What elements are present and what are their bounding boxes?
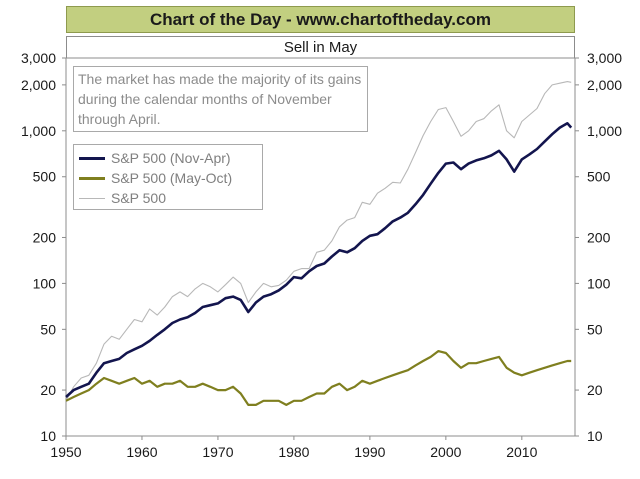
- y-tick-label-right: 20: [587, 382, 603, 398]
- y-tick-label-left: 100: [33, 275, 57, 291]
- y-tick-label-right: 1,000: [587, 123, 622, 139]
- annotation-text: The market has made the majority of its …: [78, 71, 362, 127]
- y-tick-label-right: 3,000: [587, 50, 622, 66]
- legend-item: S&P 500: [79, 188, 257, 208]
- legend-item: S&P 500 (Nov-Apr): [79, 148, 257, 168]
- legend-swatch-sp500: [79, 197, 105, 199]
- legend-swatch-nov-apr: [79, 156, 105, 160]
- y-tick-label-left: 50: [40, 321, 56, 337]
- x-tick-label: 2010: [506, 444, 537, 460]
- legend-swatch-may-oct: [79, 176, 105, 180]
- x-tick-label: 1960: [126, 444, 157, 460]
- series-line-may-oct: [65, 350, 572, 406]
- y-tick-label-left: 500: [33, 169, 57, 185]
- series-group: [65, 81, 573, 406]
- axes-group: 10 10 20 20 50 50 100 100 200 200 500 500 1,000 1,000…: [21, 50, 622, 460]
- x-tick-label: 2000: [430, 444, 461, 460]
- x-tick-label: 1950: [50, 444, 81, 460]
- legend-label: S&P 500 (Nov-Apr): [111, 150, 231, 166]
- site-header-banner: Chart of the Day - www.chartoftheday.com: [66, 6, 575, 33]
- site-header-title: Chart of the Day - www.chartoftheday.com: [150, 9, 491, 29]
- y-tick-label-right: 2,000: [587, 77, 622, 93]
- y-tick-label-left: 20: [40, 382, 56, 398]
- annotation-box: The market has made the majority of its …: [73, 66, 368, 132]
- y-tick-label-left: 3,000: [21, 50, 56, 66]
- y-tick-label-right: 100: [587, 275, 611, 291]
- y-tick-label-right: 500: [587, 169, 611, 185]
- x-tick-label: 1990: [354, 444, 385, 460]
- y-tick-label-right: 50: [587, 321, 603, 337]
- chart-title-bar: Sell in May: [66, 36, 575, 58]
- legend-item: S&P 500 (May-Oct): [79, 168, 257, 188]
- y-tick-label-left: 200: [33, 229, 57, 245]
- legend-label: S&P 500: [111, 190, 167, 206]
- legend-label: S&P 500 (May-Oct): [111, 170, 233, 186]
- y-tick-label-right: 200: [587, 229, 611, 245]
- legend: S&P 500 (Nov-Apr) S&P 500 (May-Oct) S&P …: [73, 144, 263, 210]
- x-tick-label: 1980: [278, 444, 309, 460]
- x-tick-label: 1970: [202, 444, 233, 460]
- chart-title: Sell in May: [283, 39, 358, 56]
- series-line-nov-apr: [65, 122, 573, 398]
- y-tick-label-left: 1,000: [21, 123, 56, 139]
- y-tick-label-right: 10: [587, 428, 603, 444]
- y-tick-label-left: 2,000: [21, 77, 56, 93]
- series-line-sp500: [65, 81, 572, 402]
- y-tick-label-left: 10: [40, 428, 56, 444]
